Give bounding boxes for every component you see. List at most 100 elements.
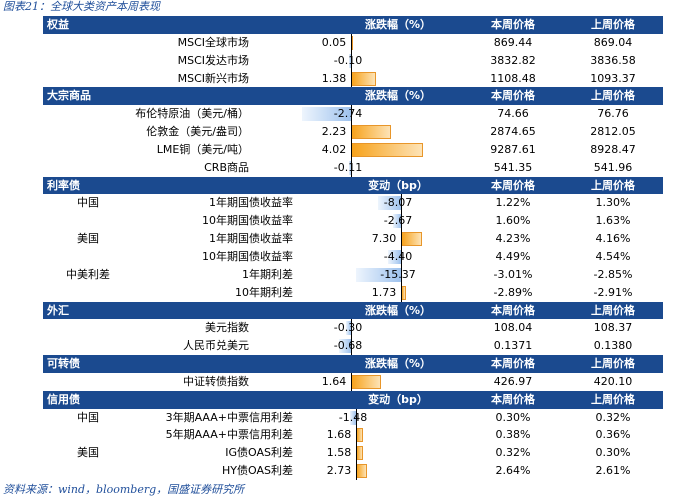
table-row: 中国 1年期国债收益率 -8.07 1.22% 1.30%	[43, 194, 663, 213]
section-name: 信用债	[47, 392, 80, 406]
table-row: 中美利差 1年期利差 -15.37 -3.01% -2.85%	[43, 265, 663, 284]
change-value: 4.02	[321, 142, 347, 156]
asset-name: HY债OAS利差	[222, 464, 293, 478]
change-bar	[345, 321, 351, 336]
row-group-label: 中美利差	[66, 267, 110, 281]
change-column-header: 涨跌幅（%）	[364, 303, 432, 317]
bar-axis	[401, 265, 402, 284]
this-week-price: 1.60%	[495, 214, 531, 228]
bar-axis	[401, 283, 402, 302]
this-week-price: 0.38%	[495, 428, 531, 442]
section-header: 信用债 变动（bp） 本周价格 上周价格	[43, 390, 663, 409]
change-value: -0.11	[333, 160, 363, 174]
bar-axis	[351, 140, 352, 159]
row-group-label: 中国	[77, 196, 99, 210]
bar-axis	[351, 372, 352, 391]
this-week-column-header: 本周价格	[491, 357, 535, 371]
source-footnote: 资料来源：wind，bloomberg，国盛证券研究所	[3, 483, 245, 496]
section-name: 大宗商品	[47, 89, 91, 103]
this-week-price: 0.30%	[495, 410, 531, 424]
asset-name: MSCI全球市场	[177, 35, 249, 49]
last-week-price: 3836.58	[590, 53, 636, 67]
change-bar	[377, 196, 401, 211]
bar-axis	[351, 123, 352, 141]
change-bar	[388, 249, 401, 264]
row-group-label: 美国	[77, 232, 99, 246]
bar-axis	[401, 212, 402, 231]
this-week-column-header: 本周价格	[491, 89, 535, 103]
last-week-price: 2.61%	[595, 464, 631, 478]
this-week-price: 2.64%	[495, 464, 531, 478]
bar-axis	[351, 51, 352, 70]
table-row: 10年期国债收益率 -2.67 1.60% 1.63%	[43, 212, 663, 231]
last-week-price: 4.54%	[595, 249, 631, 263]
change-value: -2.67	[383, 214, 413, 228]
bar-axis	[401, 230, 402, 248]
last-week-price: 4.16%	[595, 232, 631, 246]
asset-name: 10年期国债收益率	[202, 249, 293, 263]
change-value: -2.74	[333, 107, 363, 121]
table-row: 布伦特原油（美元/桶） -2.74 74.66 76.76	[43, 105, 663, 124]
last-week-price: 420.10	[593, 374, 633, 388]
this-week-price: 1.22%	[495, 196, 531, 210]
change-value: 2.23	[321, 125, 347, 139]
change-value: 0.05	[321, 35, 347, 49]
table-row: 5年期AAA+中票信用利差 1.68 0.38% 0.36%	[43, 426, 663, 445]
change-value: 1.58	[326, 446, 352, 460]
table-row: 10年期国债收益率 -4.40 4.49% 4.54%	[43, 247, 663, 266]
bar-axis	[351, 69, 352, 88]
section-header: 可转债 涨跌幅（%） 本周价格 上周价格	[43, 355, 663, 373]
change-bar	[349, 410, 356, 425]
asset-name: LME铜（美元/吨）	[156, 142, 249, 156]
table-row: CRB商品 -0.11 541.35 541.96	[43, 158, 663, 177]
last-week-column-header: 上周价格	[591, 357, 635, 371]
row-group-label: 美国	[77, 446, 99, 460]
last-week-price: 869.04	[593, 35, 633, 49]
change-value: 1.73	[371, 285, 397, 299]
table-row: HY债OAS利差 2.73 2.64% 2.61%	[43, 462, 663, 480]
asset-name: MSCI发达市场	[177, 53, 249, 67]
last-week-price: 108.37	[593, 321, 633, 335]
change-bar	[356, 267, 401, 282]
last-week-price: 1.63%	[595, 214, 631, 228]
last-week-price: -2.91%	[593, 285, 633, 299]
change-bar	[349, 160, 351, 175]
bar-axis	[356, 444, 357, 463]
bar-axis	[356, 462, 357, 480]
this-week-column-header: 本周价格	[491, 178, 535, 192]
this-week-price: 9287.61	[490, 142, 536, 156]
change-bar	[338, 339, 351, 354]
last-week-price: 76.76	[597, 107, 629, 121]
this-week-column-header: 本周价格	[491, 392, 535, 406]
last-week-column-header: 上周价格	[591, 303, 635, 317]
change-bar	[301, 107, 351, 122]
last-week-column-header: 上周价格	[591, 178, 635, 192]
change-value: -0.68	[333, 339, 363, 353]
bar-axis	[351, 33, 352, 52]
table-row: 中证转债指数 1.64 426.97 420.10	[43, 372, 663, 391]
figure-title: 图表21：全球大类资产本周表现	[3, 0, 160, 13]
section-header: 利率债 变动（bp） 本周价格 上周价格	[43, 176, 663, 195]
asset-name: 3年期AAA+中票信用利差	[165, 410, 293, 424]
change-column-header: 涨跌幅（%）	[364, 357, 432, 371]
this-week-price: 3832.82	[490, 53, 536, 67]
table-row: 美元指数 -0.30 108.04 108.37	[43, 319, 663, 338]
change-value: 2.73	[326, 464, 352, 478]
bar-axis	[351, 105, 352, 124]
table-row: 美国 IG债OAS利差 1.58 0.32% 0.30%	[43, 444, 663, 463]
bar-axis	[401, 194, 402, 213]
this-week-price: 541.35	[493, 160, 533, 174]
this-week-column-header: 本周价格	[491, 18, 535, 31]
bar-axis	[351, 319, 352, 338]
last-week-price: 1093.37	[590, 71, 636, 85]
change-value: -1.48	[338, 410, 368, 424]
this-week-price: 1108.48	[490, 71, 536, 85]
change-value: 1.38	[321, 71, 347, 85]
asset-name: 布伦特原油（美元/桶）	[135, 107, 249, 121]
change-column-header: 变动（bp）	[368, 178, 428, 192]
change-bar	[393, 214, 401, 229]
this-week-price: -3.01%	[493, 267, 533, 281]
last-week-column-header: 上周价格	[591, 18, 635, 31]
this-week-price: 2874.65	[490, 125, 536, 139]
bar-axis	[356, 426, 357, 445]
